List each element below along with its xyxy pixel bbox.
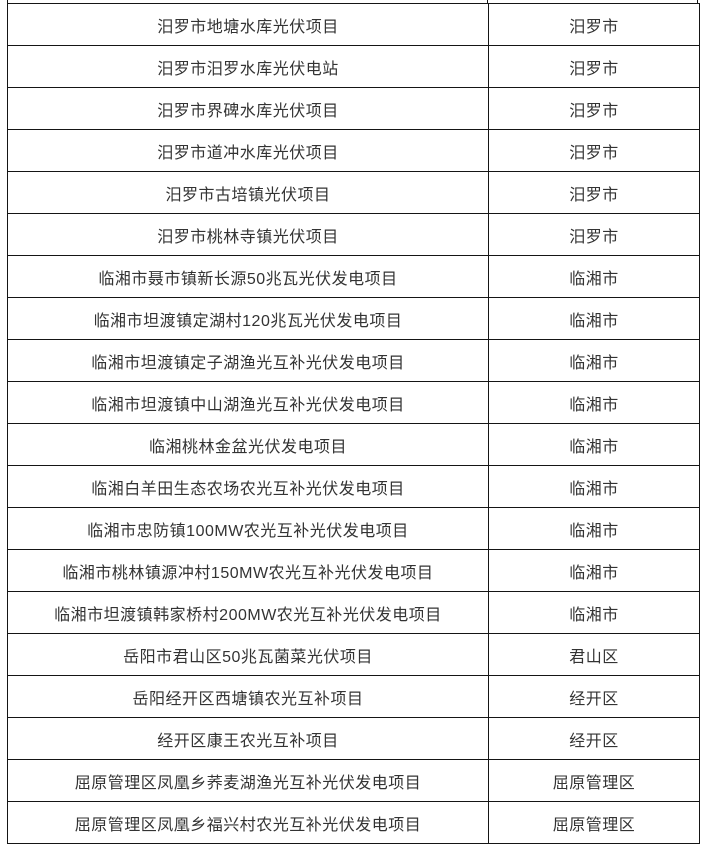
table-row: 临湘白羊田生态农场农光互补光伏发电项目 临湘市 [7,465,700,508]
project-name-cell: 岳阳经开区西塘镇农光互补项目 [7,675,489,718]
table-row: 汨罗市古培镇光伏项目 汨罗市 [7,171,700,214]
pv-project-table-section: 汨罗市地塘水库光伏项目 汨罗市 汨罗市汨罗水库光伏电站 汨罗市 汨罗市界碑水库光伏项目汨… [7,0,700,844]
project-name-cell: 临湘市坦渡镇定子湖渔光互补光伏发电项目 [7,339,489,382]
project-name-cell: 临湘市坦渡镇定湖村120兆瓦光伏发电项目 [7,297,489,340]
project-name-cell: 屈原管理区凤凰乡福兴村农光互补光伏发电项目 [7,801,489,844]
project-name-cell: 临湘市桃林镇源冲村150MW农光互补光伏发电项目 [7,549,489,592]
project-name-cell: 汨罗市道冲水库光伏项目 [7,129,489,172]
project-name-cell: 临湘桃林金盆光伏发电项目 [7,423,489,466]
table-row: 汨罗市界碑水库光伏项目 汨罗市 [7,87,700,130]
region-cell: 临湘市 [488,591,700,634]
project-name-cell: 临湘市聂市镇新长源50兆瓦光伏发电项目 [7,255,489,298]
table-row: 汨罗市桃林寺镇光伏项目 汨罗市 [7,213,700,256]
cutoff-row-above [7,0,698,3]
project-name-cell: 汨罗市地塘水库光伏项目 [7,3,489,46]
pv-table-body: 汨罗市地塘水库光伏项目 汨罗市 汨罗市汨罗水库光伏电站 汨罗市 汨罗市界碑水库光伏项目汨… [7,3,700,844]
project-name-cell: 临湘市忠防镇100MW农光互补光伏发电项目 [7,507,489,550]
project-name-cell: 汨罗市界碑水库光伏项目 [7,87,489,130]
project-name-cell: 临湘市坦渡镇中山湖渔光互补光伏发电项目 [7,381,489,424]
region-cell: 经开区 [488,717,700,760]
table-row: 屈原管理区凤凰乡福兴村农光互补光伏发电项目 屈原管理区 [7,801,700,844]
region-cell: 经开区 [488,675,700,718]
region-cell: 屈原管理区 [488,801,700,844]
table-row: 汨罗市地塘水库光伏项目 汨罗市 [7,3,700,46]
table-row: 汨罗市道冲水库光伏项目 汨罗市 [7,129,700,172]
region-cell: 临湘市 [488,339,700,382]
region-cell: 汨罗市 [488,171,700,214]
table-row: 临湘市聂市镇新长源50兆瓦光伏发电项目 临湘市 [7,255,700,298]
region-cell: 君山区 [488,633,700,676]
region-cell: 屈原管理区 [488,759,700,802]
project-name-cell: 临湘市坦渡镇韩家桥村200MW农光互补光伏发电项目 [7,591,489,634]
table-row: 临湘市坦渡镇定子湖渔光互补光伏发电项目 临湘市 [7,339,700,382]
region-cell: 临湘市 [488,465,700,508]
project-name-cell: 汨罗市汨罗水库光伏电站 [7,45,489,88]
region-cell: 临湘市 [488,297,700,340]
table-left-border-stub [7,0,8,3]
table-right-border-stub [697,0,698,3]
table-row: 临湘市坦渡镇韩家桥村200MW农光互补光伏发电项目 临湘市 [7,591,700,634]
region-cell: 汨罗市 [488,87,700,130]
region-cell: 汨罗市 [488,3,700,46]
project-name-cell: 屈原管理区凤凰乡荞麦湖渔光互补光伏发电项目 [7,759,489,802]
table-row: 临湘市桃林镇源冲村150MW农光互补光伏发电项目 临湘市 [7,549,700,592]
project-name-cell: 经开区康王农光互补项目 [7,717,489,760]
region-cell: 临湘市 [488,381,700,424]
region-cell: 临湘市 [488,549,700,592]
table-row: 临湘市坦渡镇中山湖渔光互补光伏发电项目 临湘市 [7,381,700,424]
table-row: 岳阳经开区西塘镇农光互补项目 经开区 [7,675,700,718]
table-row: 临湘市忠防镇100MW农光互补光伏发电项目 临湘市 [7,507,700,550]
region-cell: 汨罗市 [488,213,700,256]
project-name-cell: 岳阳市君山区50兆瓦菌菜光伏项目 [7,633,489,676]
table-row: 临湘市坦渡镇定湖村120兆瓦光伏发电项目 临湘市 [7,297,700,340]
table-row: 临湘桃林金盆光伏发电项目 临湘市 [7,423,700,466]
region-cell: 临湘市 [488,507,700,550]
table-row: 屈原管理区凤凰乡荞麦湖渔光互补光伏发电项目 屈原管理区 [7,759,700,802]
project-name-cell: 汨罗市古培镇光伏项目 [7,171,489,214]
region-cell: 临湘市 [488,255,700,298]
table-divider-border-stub [487,0,488,3]
project-name-cell: 临湘白羊田生态农场农光互补光伏发电项目 [7,465,489,508]
pv-project-table: 汨罗市地塘水库光伏项目 汨罗市 汨罗市汨罗水库光伏电站 汨罗市 汨罗市界碑水库光伏项目汨… [7,3,700,844]
table-row: 汨罗市汨罗水库光伏电站 汨罗市 [7,45,700,88]
region-cell: 汨罗市 [488,45,700,88]
table-row: 经开区康王农光互补项目 经开区 [7,717,700,760]
region-cell: 临湘市 [488,423,700,466]
table-row: 岳阳市君山区50兆瓦菌菜光伏项目 君山区 [7,633,700,676]
region-cell: 汨罗市 [488,129,700,172]
project-name-cell: 汨罗市桃林寺镇光伏项目 [7,213,489,256]
